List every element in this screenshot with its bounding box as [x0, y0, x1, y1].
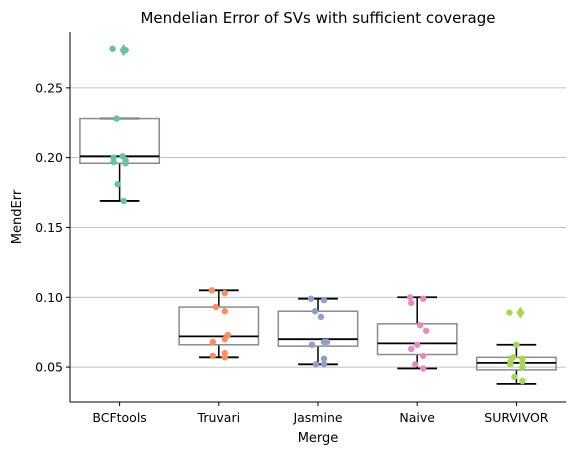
x-tick-label: Jasmine [292, 410, 342, 425]
data-point [114, 180, 121, 188]
data-point [212, 303, 219, 311]
box-bcftools [79, 44, 161, 202]
data-point [221, 335, 228, 343]
data-point [208, 287, 215, 294]
data-point [308, 341, 316, 348]
data-point [513, 341, 520, 348]
y-tick-label: 0.15 [35, 220, 63, 235]
x-tick-label: SURVIVOR [484, 410, 548, 425]
outlier-marker [516, 306, 525, 319]
y-axis-label: MendErr [10, 189, 25, 244]
data-point [311, 308, 319, 315]
data-point [420, 295, 427, 302]
box-naive [376, 296, 458, 370]
y-tick-label: 0.05 [35, 360, 63, 375]
box-iqr [376, 323, 458, 356]
data-point [412, 361, 419, 368]
data-point [320, 338, 328, 346]
data-point [320, 296, 328, 304]
data-point [420, 365, 427, 372]
data-point [511, 373, 518, 381]
data-point [317, 313, 325, 321]
chart-title: Mendelian Error of SVs with sufficient c… [140, 9, 495, 27]
data-point [423, 327, 430, 334]
data-point [307, 295, 315, 302]
data-point [209, 352, 216, 360]
y-tick-label: 0.10 [35, 290, 63, 305]
y-ticks: 0.05 0.10 0.15 0.20 0.25 [35, 80, 70, 375]
data-point [519, 363, 526, 371]
data-point [417, 322, 424, 329]
box-jasmine [277, 297, 359, 366]
data-point [110, 158, 117, 166]
data-point [519, 377, 526, 385]
data-point [506, 309, 513, 316]
data-point [209, 338, 216, 346]
x-axis-label: Merge [298, 431, 339, 446]
data-point [407, 294, 414, 301]
data-point [221, 289, 228, 297]
data-point [320, 361, 328, 368]
box-iqr [178, 306, 260, 346]
x-ticks: BCFtools Truvari Jasmine Naive SURVIVOR [92, 402, 549, 425]
data-point [507, 361, 514, 368]
data-point [113, 115, 120, 122]
grid-lines [70, 87, 566, 368]
box-truvari [178, 289, 260, 359]
x-tick-label: Truvari [197, 410, 241, 425]
data-points [109, 45, 526, 385]
data-point [122, 160, 129, 167]
data-point [122, 46, 129, 54]
data-point [221, 308, 228, 315]
x-tick-label: BCFtools [92, 410, 146, 425]
x-tick-label: Naive [399, 410, 435, 425]
data-point [408, 299, 415, 307]
box-plots [79, 44, 557, 385]
data-point [312, 361, 320, 368]
data-point [221, 354, 228, 361]
data-point [414, 341, 421, 348]
data-point [408, 345, 415, 353]
y-tick-label: 0.25 [35, 80, 63, 95]
data-point [109, 45, 116, 52]
y-tick-label: 0.20 [35, 150, 63, 165]
data-point [120, 197, 127, 205]
data-point [420, 352, 427, 360]
data-point [320, 355, 328, 362]
